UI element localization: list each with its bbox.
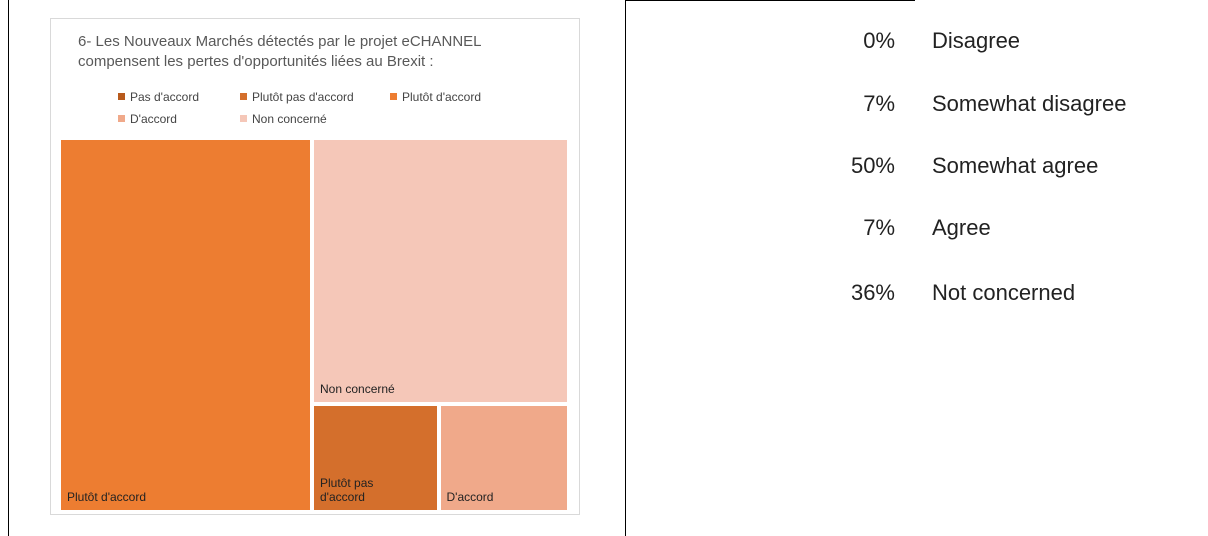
border-top xyxy=(625,0,915,1)
legend-item: Plutôt d'accord xyxy=(390,90,481,104)
answer-label: Disagree xyxy=(932,28,1021,53)
legend-item: D'accord xyxy=(118,112,177,126)
percent: 36% xyxy=(850,280,895,305)
legend-item: Pas d'accord xyxy=(118,90,199,104)
legend-swatch xyxy=(118,93,125,100)
answer-label: Somewhat disagree xyxy=(932,91,1127,116)
legend-item: Plutôt pas d'accord xyxy=(240,90,354,104)
tile-label: Plutôt d'accord xyxy=(67,490,147,504)
percent: 0% xyxy=(863,28,895,53)
tile-label: Plutôt pas d'accord xyxy=(320,475,374,504)
percent: 50% xyxy=(850,153,895,178)
chart-title: 6- Les Nouveaux Marchés détectés par le … xyxy=(78,33,481,70)
legend-item: Non concerné xyxy=(240,112,327,126)
border-left xyxy=(8,0,9,536)
legend-label: Plutôt d'accord xyxy=(402,90,482,104)
answer-label: Not concerned xyxy=(932,280,1076,305)
treemap-tile: Non concerné xyxy=(314,140,567,403)
answer-label: Somewhat agree xyxy=(932,153,1099,178)
legend-swatch xyxy=(240,93,247,100)
border-middle xyxy=(625,0,626,536)
percent: 7% xyxy=(863,91,895,116)
treemap-tile: Plutôt pas d'accord xyxy=(314,406,437,510)
answer-label: Agree xyxy=(932,215,991,240)
legend-label: Non concerné xyxy=(252,112,327,126)
legend-swatch xyxy=(118,115,125,122)
legend-swatch xyxy=(240,115,247,122)
tile-label: D'accord xyxy=(446,489,494,504)
legend-swatch xyxy=(390,93,397,100)
legend-label: Pas d'accord xyxy=(130,90,199,104)
treemap-tile: D'accord xyxy=(440,406,567,510)
percent: 7% xyxy=(863,215,895,240)
legend-label: D'accord xyxy=(130,112,177,126)
treemap-tile: Plutôt d'accord xyxy=(61,140,310,510)
chart-frame xyxy=(50,18,580,515)
tile-label: Non concerné xyxy=(320,382,395,397)
legend-label: Plutôt pas d'accord xyxy=(252,90,354,104)
